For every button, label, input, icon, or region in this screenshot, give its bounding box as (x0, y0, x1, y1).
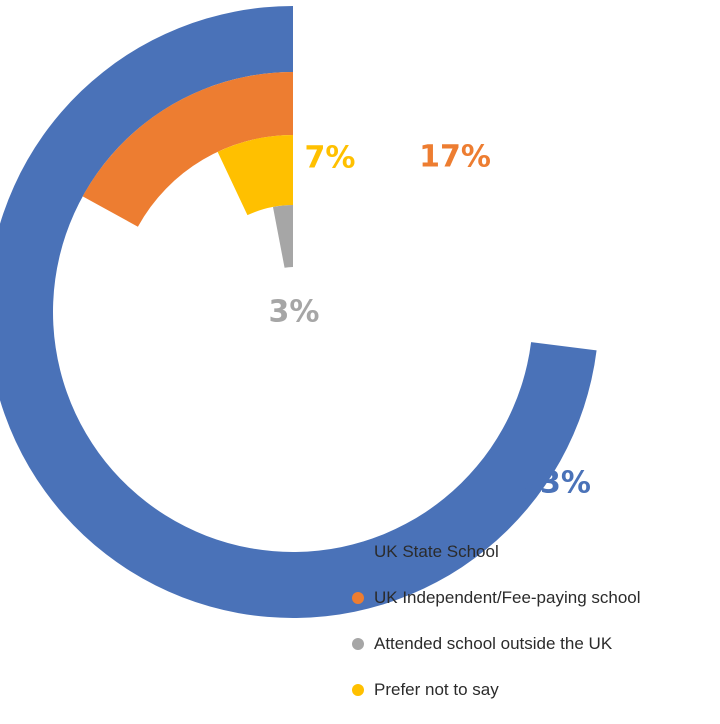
ring-outside-uk (272, 205, 293, 268)
ring-uk-independent (82, 72, 293, 227)
legend-label-prefer-not-to-say: Prefer not to say (374, 679, 499, 699)
radial-bar-chart: 73% 17% 3% 7% (0, 6, 597, 618)
legend-label-uk-state-school: UK State School (374, 541, 499, 561)
legend-item-prefer-not-to-say: Prefer not to say (352, 678, 641, 701)
legend-label-outside-uk: Attended school outside the UK (374, 633, 613, 653)
legend-item-outside-uk: Attended school outside the UK (352, 632, 641, 655)
legend: UK State School UK Independent/Fee-payin… (352, 540, 641, 724)
legend-item-uk-state-school: UK State School (352, 540, 641, 563)
ring-prefer-not-to-say (217, 135, 293, 216)
data-label-uk-independent: 17% (419, 140, 491, 175)
legend-swatch-uk-independent (352, 591, 364, 604)
legend-swatch-uk-state-school (352, 545, 364, 558)
data-label-prefer-not-to-say: 7% (305, 141, 356, 176)
data-label-outside-uk: 3% (269, 295, 320, 330)
legend-item-uk-independent: UK Independent/Fee-paying school (352, 586, 641, 609)
legend-swatch-outside-uk (352, 637, 364, 650)
legend-label-uk-independent: UK Independent/Fee-paying school (374, 587, 641, 607)
legend-swatch-prefer-not-to-say (352, 683, 364, 696)
data-label-uk-state-school: 73% (519, 466, 591, 501)
